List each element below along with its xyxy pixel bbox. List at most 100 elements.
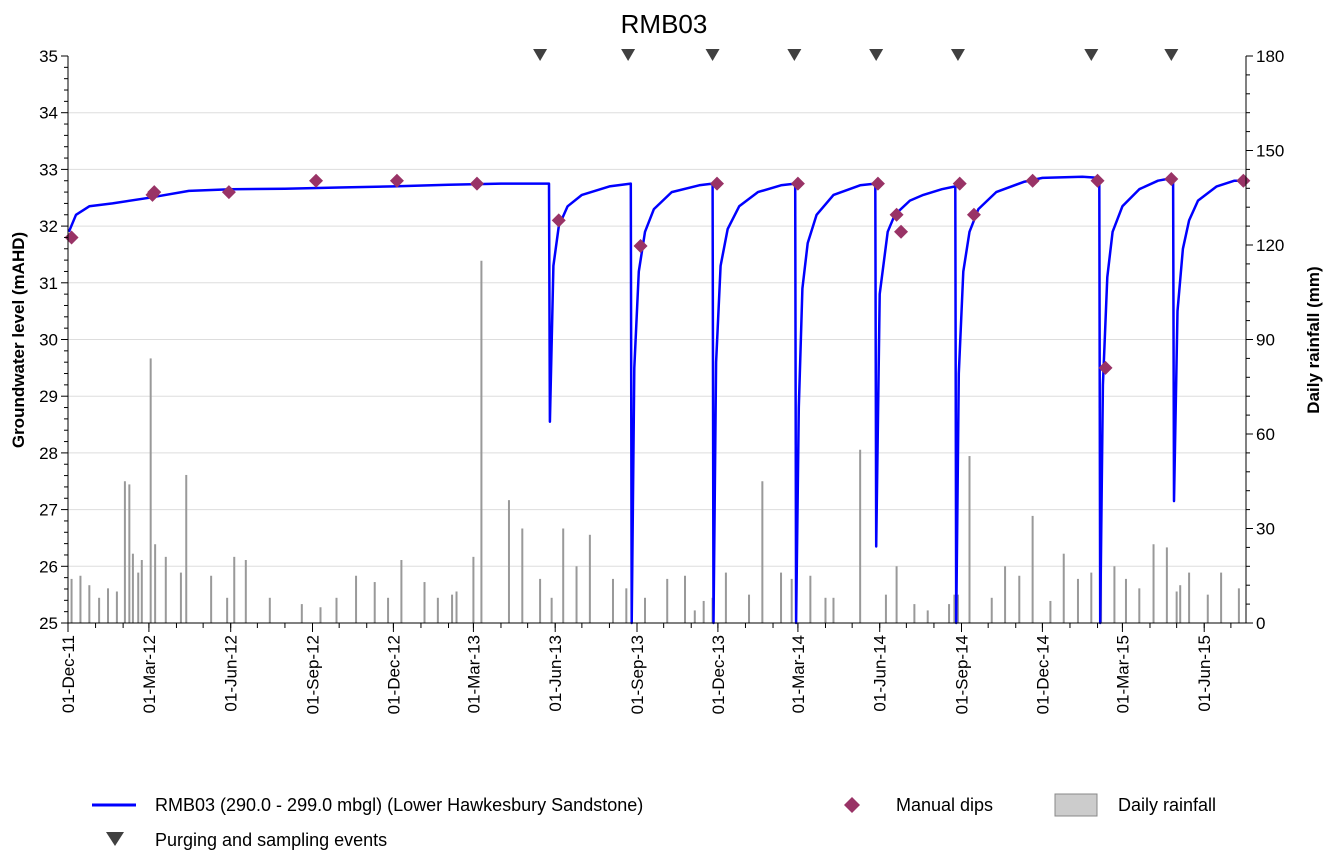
right-axis-label: Daily rainfall (mm) — [1304, 266, 1323, 413]
x-tick-label: 01-Jun-14 — [871, 635, 890, 712]
rainfall-bar — [164, 556, 167, 623]
rainfall-bar — [702, 600, 705, 623]
rainfall-bar — [913, 604, 916, 623]
rainfall-bar — [140, 560, 143, 623]
rainfall-bar — [1152, 544, 1155, 623]
left-tick-label: 28 — [39, 444, 58, 463]
rainfall-bar — [956, 594, 959, 623]
manual-dip-marker — [389, 173, 404, 188]
rainfall-bar — [268, 597, 271, 623]
manual-dip-marker — [309, 173, 324, 188]
manual-dip-marker — [1236, 173, 1251, 188]
rainfall-bar — [953, 594, 956, 623]
rainfall-bar — [1138, 588, 1141, 623]
purging-event-marker — [1084, 49, 1099, 61]
right-tick-label: 90 — [1256, 331, 1275, 350]
purging-event-marker — [950, 49, 965, 61]
left-tick-label: 35 — [39, 47, 58, 66]
x-tick-label: 01-Jun-15 — [1195, 635, 1214, 712]
legend-dips-label: Manual dips — [896, 795, 993, 815]
rainfall-bar — [387, 597, 390, 623]
rainfall-bar — [884, 594, 887, 623]
right-tick-label: 60 — [1256, 425, 1275, 444]
rainfall-bar — [335, 597, 338, 623]
rainfall-bar — [562, 528, 565, 623]
rainfall-bar — [948, 604, 951, 623]
rainfall-bar — [761, 481, 764, 623]
rainfall-bar — [373, 582, 376, 623]
rainfall-bar — [480, 260, 483, 623]
left-tick-label: 30 — [39, 331, 58, 350]
x-tick-label: 01-Sep-13 — [628, 635, 647, 714]
rainfall-bar — [131, 553, 134, 623]
rainfall-bar — [423, 582, 426, 623]
x-tick-label: 01-Dec-13 — [709, 635, 728, 714]
manual-dip-marker — [1025, 173, 1040, 188]
rainfall-bar — [895, 566, 898, 623]
manual-dip-marker — [1164, 172, 1179, 187]
rainfall-bar — [128, 484, 131, 623]
rainfall-bar — [107, 588, 110, 623]
rainfall-bar — [809, 575, 812, 623]
rainfall-bar — [1220, 572, 1223, 623]
rainfall-bar — [1124, 578, 1127, 623]
left-tick-label: 34 — [39, 104, 58, 123]
rainfall-bar — [611, 578, 614, 623]
rainfall-bar — [1179, 585, 1182, 623]
right-tick-label: 150 — [1256, 142, 1284, 161]
rainfall-bar — [684, 575, 687, 623]
rainfall-bar — [748, 594, 751, 623]
rainfall-bar — [859, 449, 862, 623]
legend-rain-swatch — [1054, 793, 1098, 817]
x-tick-label: 01-Mar-13 — [464, 635, 483, 713]
rainfall-bar — [1004, 566, 1007, 623]
rainfall-bar — [123, 481, 126, 623]
x-tick-label: 01-Dec-11 — [59, 635, 78, 713]
rainfall-bar — [244, 560, 247, 623]
purging-events-markers — [533, 49, 1179, 61]
rainfall-bar — [1049, 600, 1052, 623]
rainfall-bar — [179, 572, 182, 623]
manual-dip-marker — [966, 207, 981, 222]
rainfall-bar — [1031, 515, 1034, 623]
right-tick-label: 30 — [1256, 520, 1275, 539]
manual-dip-marker — [710, 176, 725, 191]
rainfall-bar — [666, 578, 669, 623]
left-axis-label: Groundwater level (mAHD) — [9, 232, 28, 448]
legend: RMB03 (290.0 - 299.0 mbgl) (Lower Hawkes… — [92, 793, 1216, 850]
purging-event-marker — [705, 49, 720, 61]
left-tick-label: 25 — [39, 614, 58, 633]
right-axis-ticks: 0 30 60 90 120 150 180 — [1246, 47, 1284, 633]
x-tick-label: 01-Jun-13 — [546, 635, 565, 712]
rainfall-bar — [300, 604, 303, 623]
manual-dip-marker — [633, 238, 648, 253]
rainfall-bar — [521, 528, 524, 623]
rainfall-bar — [1062, 553, 1065, 623]
left-axis-ticks: 25 26 27 28 29 30 31 32 33 34 35 — [39, 47, 68, 633]
rainfall-bar — [455, 591, 458, 623]
legend-rain-label: Daily rainfall — [1118, 795, 1216, 815]
legend-line-label: RMB03 (290.0 - 299.0 mbgl) (Lower Hawkes… — [155, 795, 643, 815]
rainfall-bar — [154, 544, 157, 623]
right-tick-label: 180 — [1256, 47, 1284, 66]
manual-dip-marker — [1090, 173, 1105, 188]
rainfall-bar — [1175, 591, 1178, 623]
rainfall-bar — [1113, 566, 1116, 623]
x-tick-label: 01-Mar-14 — [789, 635, 808, 713]
legend-dips-swatch — [844, 797, 860, 813]
manual-dips-markers — [64, 172, 1251, 375]
purging-event-marker — [1164, 49, 1179, 61]
manual-dip-marker — [551, 213, 566, 228]
rainfall-bar — [355, 575, 358, 623]
chart-title: RMB03 — [621, 9, 708, 39]
rainfall-bar — [550, 597, 553, 623]
rainfall-bar — [88, 585, 91, 623]
right-tick-label: 0 — [1256, 614, 1265, 633]
x-tick-label: 01-Mar-12 — [140, 635, 159, 713]
legend-events-label: Purging and sampling events — [155, 830, 387, 850]
rainfall-bar — [1018, 575, 1021, 623]
rainfall-bar — [1206, 594, 1209, 623]
rainfall-bar — [79, 575, 82, 623]
rainfall-bar — [1188, 572, 1191, 623]
x-tick-label: 01-Dec-12 — [384, 635, 403, 714]
